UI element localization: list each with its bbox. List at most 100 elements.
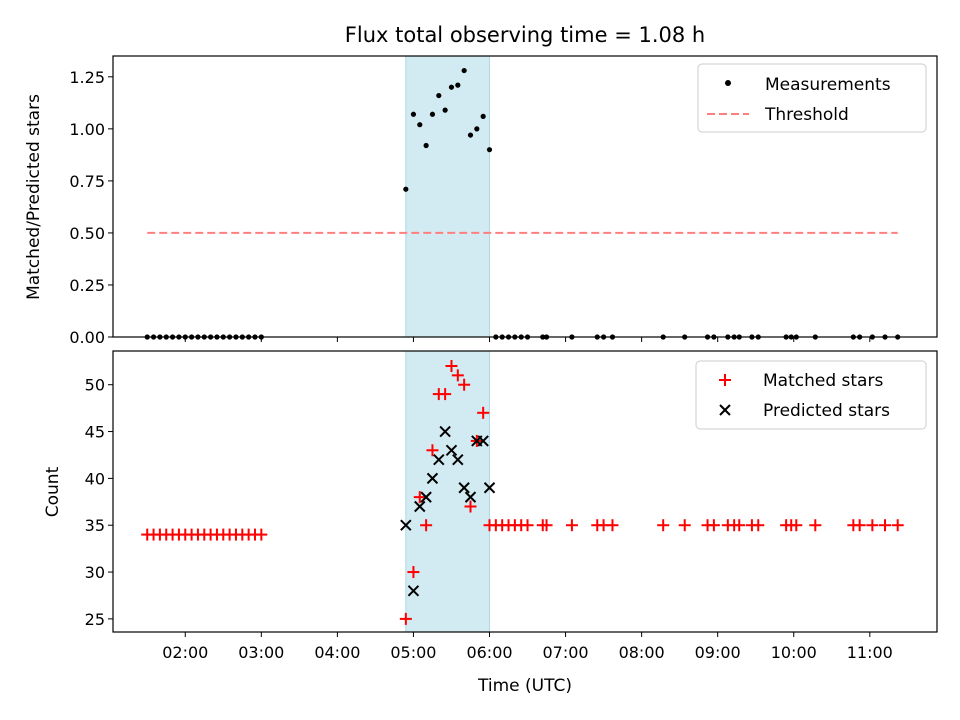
measurements-point [474, 126, 480, 132]
bottom-panel: 25 30 35 40 45 50 02:00 03:00 04:00 05:00 06:00 07:… [43, 350, 938, 696]
x-tick-label: 04:00 [314, 643, 360, 662]
matched-stars-point [678, 519, 691, 532]
x-axis-label: Time (UTC) [477, 676, 572, 696]
top-shaded-interval [405, 55, 491, 338]
top-shaded-interval-layer [405, 55, 491, 338]
measurements-point [486, 147, 493, 153]
matched-stars-point [439, 388, 452, 401]
predicted-stars-point [433, 453, 445, 466]
top-y-tick-label: 0.00 [69, 328, 105, 347]
legend-matched-stars-marker [719, 374, 731, 386]
measurements-point [442, 107, 448, 113]
measurements-point [467, 132, 474, 138]
top-y-tick-label: 0.25 [69, 276, 105, 295]
predicted-stars-point [458, 482, 470, 494]
matched-stars-point [809, 519, 822, 532]
predicted-stars-point [414, 500, 426, 513]
bottom-legend: Matched stars Predicted stars [695, 360, 927, 430]
matched-stars-point [420, 519, 433, 532]
measurements-point [410, 111, 417, 117]
matched-stars-point [521, 519, 534, 532]
x-tick-label: 02:00 [162, 643, 208, 662]
matched-stars-point [426, 444, 439, 457]
bottom-y-tick-label: 30 [85, 563, 105, 582]
matched-stars-point [451, 369, 464, 382]
predicted-stars-point [400, 519, 412, 531]
matched-stars-point [866, 519, 879, 532]
measurements-point [461, 67, 467, 74]
matched-stars-point [464, 500, 477, 513]
bottom-y-tick-label: 35 [85, 516, 105, 535]
measurements-point [455, 82, 461, 88]
x-tick-label: 05:00 [390, 643, 436, 662]
matched-stars-point [399, 612, 412, 625]
matched-stars-point [752, 519, 765, 532]
bottom-series-layer [141, 359, 904, 625]
matched-stars-point [707, 519, 720, 532]
matched-stars-point [477, 406, 490, 419]
measurements-point [436, 92, 442, 99]
legend-measurements-label: Measurements [765, 75, 891, 95]
x-tick-label: 03:00 [238, 643, 284, 662]
predicted-stars-point [407, 585, 420, 597]
matched-stars-point [657, 519, 670, 532]
matched-stars-point [606, 519, 619, 532]
measurements-point [403, 186, 409, 192]
legend-predicted-stars-marker [719, 404, 731, 416]
matched-stars-point [565, 519, 578, 532]
top-y-tick-label: 1.25 [69, 68, 105, 87]
measurements-point [417, 122, 423, 128]
predicted-stars-point [445, 444, 458, 456]
matched-stars-point [255, 528, 268, 541]
bottom-y-tick-label: 40 [85, 469, 105, 488]
predicted-stars-point [420, 491, 432, 503]
predicted-stars-point [426, 472, 439, 485]
bottom-y-tick-label: 45 [85, 423, 105, 442]
top-y-tick-label: 0.75 [69, 172, 105, 191]
bottom-axis-ticks: 25 30 35 40 45 50 02:00 03:00 04:00 05:00 06:00 07:… [85, 376, 893, 662]
measurements-point [423, 142, 429, 149]
measurements-point [448, 84, 455, 90]
x-tick-label: 07:00 [543, 643, 589, 662]
matched-stars-point [733, 519, 746, 532]
x-tick-label: 10:00 [771, 643, 817, 662]
legend-matched-stars-label: Matched stars [763, 371, 883, 391]
x-tick-label: 06:00 [466, 643, 512, 662]
bottom-legend-box [695, 360, 927, 430]
legend-threshold-label: Threshold [764, 105, 849, 125]
predicted-stars-point [483, 482, 496, 494]
top-legend: Measurements Threshold [697, 63, 927, 133]
matched-stars-point [413, 491, 426, 504]
bottom-y-tick-label: 50 [85, 376, 105, 395]
top-y-axis-label: Matched/Predicted stars [24, 94, 44, 300]
top-axes-frame [112, 55, 938, 338]
top-y-tick-label: 1.00 [69, 120, 105, 139]
top-chart-title: Flux total observing time = 1.08 h [345, 23, 705, 47]
matched-stars-point [458, 378, 471, 391]
matched-stars-point [853, 519, 866, 532]
predicted-stars-point [464, 491, 477, 503]
x-tick-label: 11:00 [847, 643, 893, 662]
legend-measurements-marker [725, 80, 731, 86]
predicted-stars-point [477, 435, 489, 447]
top-panel: 0.00 0.25 0.50 0.75 1.00 1.25 Flux total obse… [24, 23, 938, 347]
top-y-tick-label: 0.50 [69, 224, 105, 243]
matched-stars-point [407, 566, 420, 579]
x-tick-label: 08:00 [619, 643, 665, 662]
bottom-axes-frame [112, 350, 938, 633]
matched-stars-point [891, 519, 904, 532]
x-tick-label: 09:00 [695, 643, 741, 662]
matched-stars-point [540, 519, 553, 532]
measurements-point [429, 111, 436, 117]
top-legend-box [697, 63, 927, 133]
bottom-y-axis-label: Count [43, 466, 63, 517]
top-axis-ticks: 0.00 0.25 0.50 0.75 1.00 1.25 [69, 68, 871, 347]
matched-stars-point [790, 519, 803, 532]
predicted-stars-point [452, 453, 464, 466]
predicted-stars-point [439, 425, 451, 438]
matched-stars-point [879, 519, 892, 532]
measurements-point [480, 113, 486, 119]
matched-stars-point [445, 359, 458, 372]
legend-predicted-stars-label: Predicted stars [763, 401, 890, 421]
